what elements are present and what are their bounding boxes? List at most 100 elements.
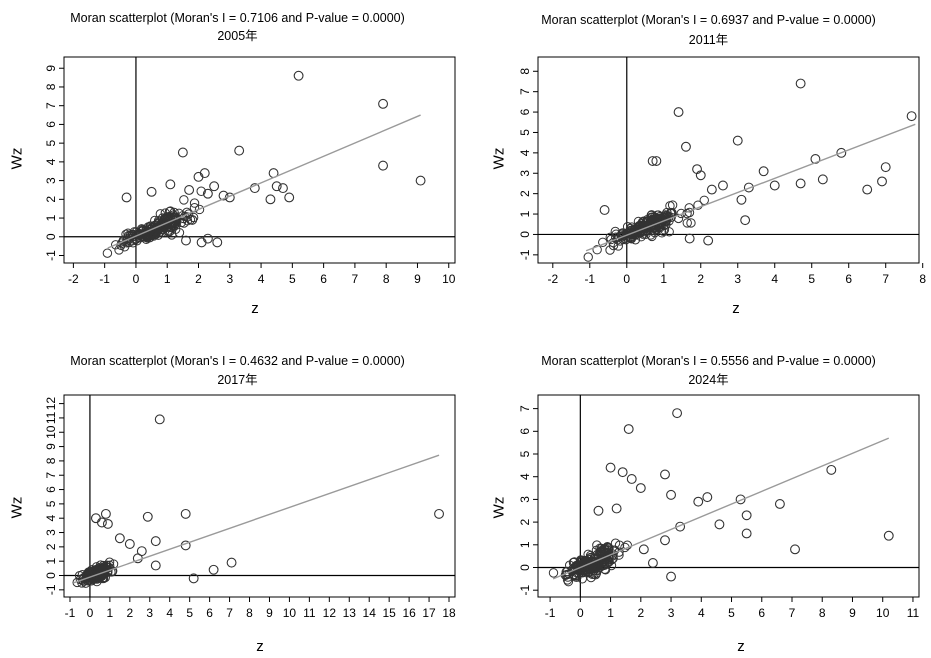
data-point <box>102 518 113 529</box>
data-point <box>121 229 131 240</box>
y-tick-label: 0 <box>518 231 532 238</box>
data-point <box>284 192 295 203</box>
data-point <box>90 513 101 524</box>
data-point <box>180 508 191 519</box>
data-point <box>774 498 785 509</box>
data-point <box>92 569 102 580</box>
data-point <box>110 240 121 250</box>
fit-line <box>585 123 916 252</box>
x-tick-label: 7 <box>226 606 233 620</box>
data-point <box>96 517 107 528</box>
data-point <box>189 203 200 213</box>
x-tick-label: 8 <box>919 272 926 286</box>
x-tick-label: -1 <box>65 606 76 620</box>
data-point <box>378 160 389 171</box>
data-point <box>563 576 574 587</box>
data-point <box>594 557 604 567</box>
data-point <box>378 98 389 109</box>
y-tick-label: 0 <box>518 564 532 571</box>
chart-subtitle: 2005年 <box>217 29 258 43</box>
moran-panel-2024: Moran scatterplot (Moran's I = 0.5556 an… <box>466 329 931 658</box>
data-point <box>114 245 124 255</box>
x-tick-label: 18 <box>442 606 456 620</box>
x-tick-label: 7 <box>882 272 889 286</box>
data-point <box>714 519 725 530</box>
data-point <box>693 200 703 210</box>
data-point <box>736 194 747 205</box>
y-tick-label: 7 <box>518 88 532 95</box>
data-point <box>741 510 752 521</box>
data-point <box>647 156 658 166</box>
data-point <box>735 494 746 505</box>
data-point <box>732 135 743 146</box>
data-point <box>212 237 223 248</box>
x-tick-label: 7 <box>352 272 359 286</box>
data-point <box>706 184 717 195</box>
chart-subtitle: 2024年 <box>688 373 729 387</box>
data-point <box>142 511 153 522</box>
x-axis-label: z <box>737 638 745 655</box>
data-point <box>686 218 696 228</box>
data-point <box>637 217 648 227</box>
data-point <box>93 563 104 574</box>
chart-title: Moran scatterplot (Moran's I = 0.6937 an… <box>541 13 876 27</box>
scatter-plot-2024: -1 0 1 2 3 4 5 6 7 8 9 10 11 -1 0 1 2 3 4 5 6 7 <box>518 394 920 620</box>
data-point <box>226 557 237 568</box>
x-tick-label: 14 <box>363 606 377 620</box>
data-point <box>234 145 245 156</box>
y-tick-label: 0 <box>44 572 58 579</box>
y-tick-label: 2 <box>44 196 58 203</box>
data-point <box>95 566 105 576</box>
x-tick-label: 5 <box>289 272 296 286</box>
y-axis-label: Wz <box>490 496 508 519</box>
data-point <box>188 573 199 584</box>
fit-line <box>73 454 440 584</box>
data-point <box>608 240 619 251</box>
data-point <box>703 235 714 246</box>
data-point <box>883 530 894 541</box>
data-point <box>613 241 623 251</box>
x-tick-label: 8 <box>246 606 253 620</box>
data-point <box>209 181 220 192</box>
data-point <box>795 178 806 189</box>
x-tick-label: 5 <box>728 606 735 620</box>
data-point <box>591 562 601 573</box>
chart-subtitle: 2017年 <box>217 373 258 387</box>
scatter-plot-2011: -2 -1 0 1 2 3 4 5 6 7 8 -1 0 1 2 3 4 5 6 7 8 <box>518 56 926 286</box>
data-point <box>181 235 191 246</box>
data-point <box>718 180 728 191</box>
data-point <box>635 483 646 494</box>
data-point <box>769 180 780 191</box>
x-tick-label: 0 <box>87 606 94 620</box>
data-point <box>676 208 686 219</box>
x-axis-label: z <box>251 300 259 317</box>
data-point <box>154 414 165 425</box>
data-point <box>603 543 613 553</box>
data-point <box>660 469 670 480</box>
data-point <box>622 540 632 550</box>
x-tick-label: 3 <box>146 606 153 620</box>
x-tick-label: 8 <box>819 606 826 620</box>
data-point <box>202 233 213 244</box>
y-tick-label: 11 <box>44 411 58 424</box>
data-point <box>77 578 87 588</box>
y-tick-label: 1 <box>518 541 532 548</box>
x-tick-label: 16 <box>402 606 416 620</box>
y-tick-label: 2 <box>44 543 58 550</box>
y-tick-label: 4 <box>44 515 58 522</box>
fit-line <box>552 437 890 580</box>
y-tick-label: 12 <box>44 397 58 411</box>
data-point <box>278 183 288 194</box>
x-tick-label: 11 <box>303 606 316 620</box>
moran-panel-2011: Moran scatterplot (Moran's I = 0.6937 an… <box>466 0 931 329</box>
x-tick-label: 5 <box>808 272 815 286</box>
data-point <box>699 195 709 205</box>
data-point <box>218 190 229 201</box>
data-point <box>658 226 669 236</box>
x-tick-label: 6 <box>845 272 852 286</box>
data-point <box>695 170 706 181</box>
data-point <box>593 561 603 571</box>
data-point <box>862 184 873 195</box>
x-tick-label: 10 <box>876 606 890 620</box>
x-tick-label: 9 <box>849 606 856 620</box>
